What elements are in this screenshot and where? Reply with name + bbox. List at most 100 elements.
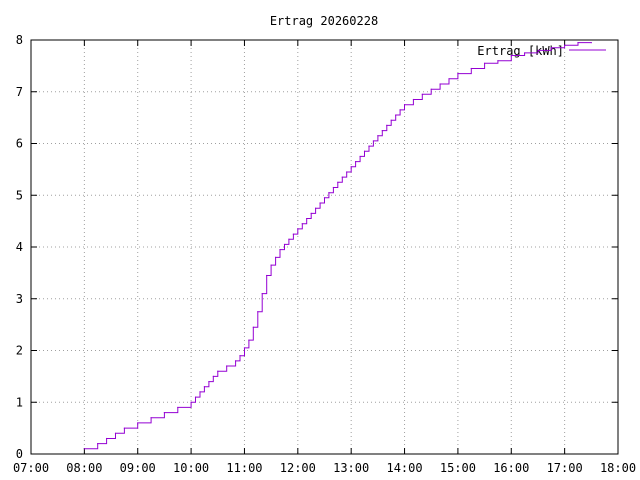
x-tick-label: 07:00 xyxy=(13,461,49,475)
data-point xyxy=(150,417,152,419)
data-point xyxy=(105,437,108,440)
data-point xyxy=(355,161,357,163)
data-point xyxy=(524,52,526,54)
data-point xyxy=(248,339,250,341)
x-tick-label: 10:00 xyxy=(173,461,209,475)
y-tick-label: 6 xyxy=(16,137,23,151)
data-point xyxy=(390,119,392,121)
x-tick-label: 11:00 xyxy=(226,461,262,475)
data-point xyxy=(359,155,361,158)
data-point xyxy=(497,60,499,62)
data-point xyxy=(301,223,303,225)
data-point xyxy=(297,228,299,230)
data-point xyxy=(163,412,166,414)
data-point xyxy=(430,88,432,90)
data-point xyxy=(537,49,539,51)
data-point xyxy=(368,145,370,147)
x-tick-labels: 07:00 08:00 09:00 10:00 11:00 12:00 13:00 14:00… xyxy=(13,461,636,475)
data-point xyxy=(386,124,388,126)
data-point xyxy=(550,47,552,49)
x-tick-label: 16:00 xyxy=(493,461,529,475)
data-point xyxy=(564,44,566,46)
data-point xyxy=(208,380,210,383)
data-point xyxy=(190,401,192,403)
x-tick-label: 17:00 xyxy=(547,461,583,475)
y-tick-label: 8 xyxy=(16,33,23,47)
data-point xyxy=(381,129,383,132)
data-point xyxy=(328,192,330,194)
data-point xyxy=(448,78,450,80)
y-tick-label: 4 xyxy=(16,240,23,254)
data-point xyxy=(310,212,312,214)
data-point xyxy=(346,171,348,173)
data-point xyxy=(457,73,459,75)
data-point xyxy=(123,427,125,429)
x-tick-label: 18:00 xyxy=(600,461,636,475)
data-point xyxy=(337,181,339,183)
x-tick-label: 09:00 xyxy=(120,461,156,475)
data-point xyxy=(226,365,228,367)
grid xyxy=(31,40,618,454)
data-point xyxy=(199,391,201,393)
data-point xyxy=(292,233,294,235)
series-line xyxy=(84,42,592,450)
x-tick-label: 12:00 xyxy=(280,461,316,475)
data-point xyxy=(319,202,321,204)
data-point xyxy=(239,355,241,357)
x-tick-label: 15:00 xyxy=(440,461,476,475)
data-point xyxy=(412,98,415,101)
data-point xyxy=(283,243,286,246)
y-tick-label: 3 xyxy=(16,292,23,306)
y-tick-labels: 0 1 2 3 4 5 6 7 8 xyxy=(16,33,23,461)
data-point xyxy=(363,150,366,152)
data-point xyxy=(261,292,263,295)
data-point xyxy=(421,93,423,95)
data-point xyxy=(315,207,317,209)
y-tick-label: 0 xyxy=(16,447,23,461)
data-point xyxy=(350,166,352,168)
data-point xyxy=(377,135,379,137)
data-point xyxy=(577,41,579,44)
data-point xyxy=(243,347,246,349)
data-point xyxy=(274,256,277,258)
data-point xyxy=(234,360,237,362)
series-group xyxy=(83,41,592,450)
data-point xyxy=(288,238,290,240)
ticks xyxy=(30,39,619,455)
y-tick-label: 2 xyxy=(16,344,23,358)
data-point xyxy=(137,422,139,424)
chart-title: Ertrag 20260228 xyxy=(270,14,378,28)
y-tick-label: 7 xyxy=(16,85,23,99)
data-point xyxy=(177,406,179,409)
data-point xyxy=(590,41,592,44)
y-tick-label: 1 xyxy=(16,395,23,409)
data-point xyxy=(372,140,375,142)
data-point xyxy=(332,186,334,189)
x-tick-label: 13:00 xyxy=(333,461,369,475)
legend-label: Ertrag [kWh] xyxy=(477,44,564,58)
data-point xyxy=(403,104,406,106)
data-point xyxy=(439,83,441,85)
data-point xyxy=(194,396,197,398)
data-point xyxy=(279,248,281,251)
data-point xyxy=(510,54,512,57)
data-point xyxy=(257,311,259,313)
data-point xyxy=(252,326,254,328)
data-point xyxy=(395,114,397,116)
data-point xyxy=(83,448,85,450)
data-point xyxy=(483,62,486,64)
y-tick-label: 5 xyxy=(16,188,23,202)
data-point xyxy=(217,370,219,372)
data-point xyxy=(323,197,326,199)
x-tick-label: 08:00 xyxy=(66,461,102,475)
data-point xyxy=(306,217,308,220)
data-point xyxy=(266,274,268,277)
data-point xyxy=(270,264,272,266)
data-point xyxy=(114,432,117,434)
data-point xyxy=(97,443,99,445)
data-point xyxy=(399,109,401,111)
legend: Ertrag [kWh] xyxy=(477,44,606,58)
data-point xyxy=(470,67,472,70)
x-tick-label: 14:00 xyxy=(386,461,422,475)
